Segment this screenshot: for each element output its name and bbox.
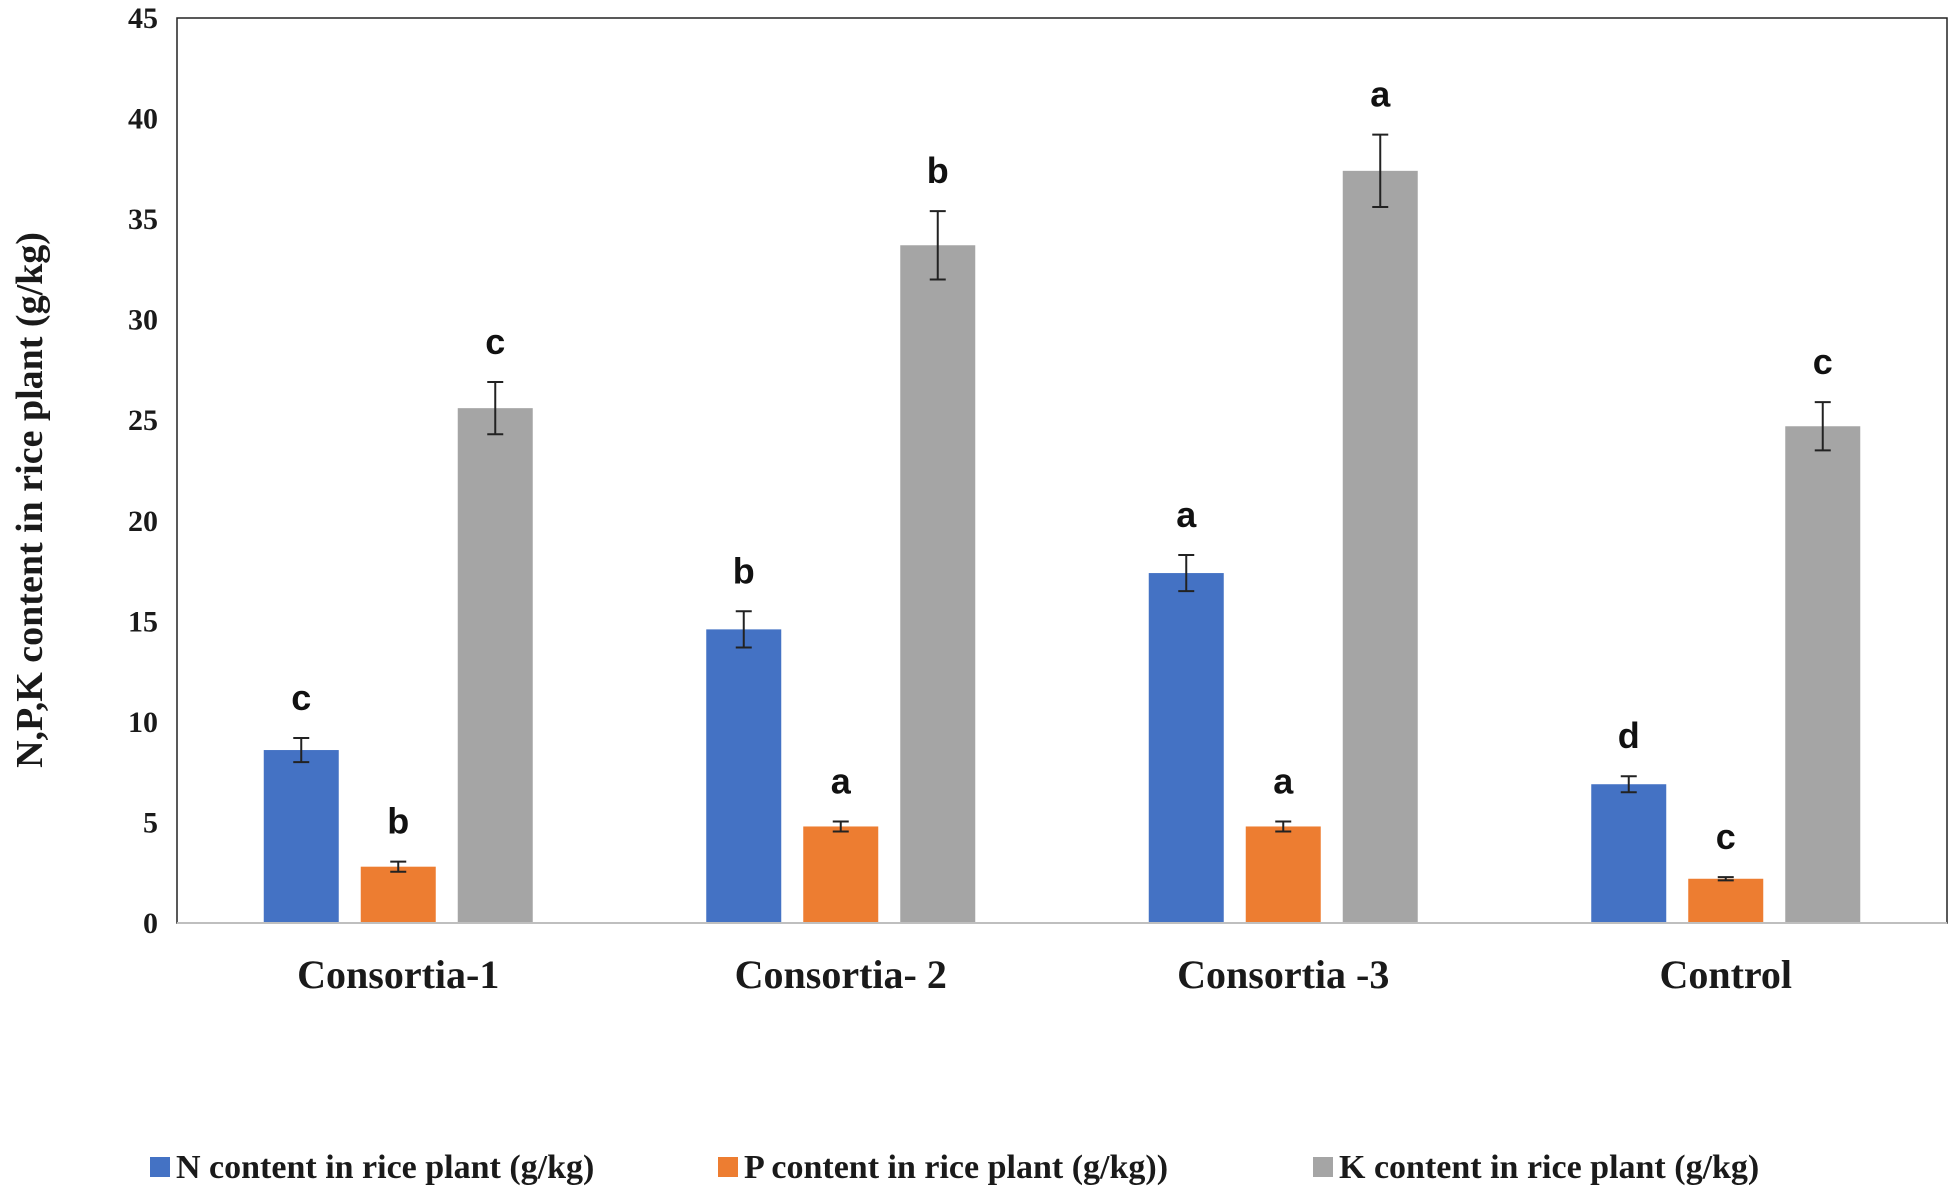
error-bar-s0-c1 [735, 610, 752, 649]
significance-letter: b [733, 550, 755, 591]
significance-letter: b [387, 801, 409, 842]
bar-series [263, 170, 1861, 924]
y-tick-label: 40 [128, 103, 158, 136]
significance-letter: c [1813, 341, 1833, 382]
y-tick-label: 10 [128, 706, 158, 739]
legend-item: K content in rice plant (g/kg) [1313, 1149, 1759, 1186]
significance-letter: d [1618, 715, 1640, 756]
bar-s2-c1 [900, 245, 976, 923]
significance-letter: b [927, 150, 949, 191]
error-bar-s1-c0 [390, 860, 407, 873]
error-bars [293, 133, 1831, 882]
significance-letter: c [1716, 816, 1736, 857]
bar-s1-c3 [1688, 878, 1764, 923]
bar-s1-c0 [360, 866, 436, 923]
legend-item: N content in rice plant (g/kg) [150, 1149, 594, 1186]
significance-letter: c [485, 321, 505, 362]
x-category-label: Consortia-1 [297, 952, 499, 997]
y-tick-label: 45 [128, 2, 158, 35]
error-bar-s0-c2 [1178, 553, 1195, 593]
error-bar-s2-c0 [487, 381, 504, 436]
y-tick-label: 5 [143, 806, 158, 839]
significance-letter: a [831, 760, 852, 801]
error-bar-s0-c3 [1620, 775, 1637, 794]
significance-letter: c [291, 677, 311, 718]
error-bar-s2-c3 [1814, 401, 1831, 452]
legend-swatch [718, 1157, 738, 1177]
significance-letter: a [1273, 760, 1294, 801]
x-category-label: Control [1659, 952, 1792, 997]
bar-s0-c2 [1148, 573, 1224, 923]
significance-letters: c b c b a b a a a d c c [291, 74, 1833, 858]
y-tick-label: 30 [128, 304, 158, 337]
plot-area-frame [176, 17, 1948, 924]
bar-s0-c0 [263, 750, 339, 923]
bar-s0-c3 [1591, 784, 1667, 923]
legend-label: N content in rice plant (g/kg) [176, 1149, 594, 1186]
bar-s2-c2 [1342, 170, 1418, 923]
bar-s0-c1 [706, 629, 782, 923]
y-tick-label: 35 [128, 203, 158, 236]
error-bar-s1-c2 [1275, 820, 1292, 833]
x-category-label: Consortia -3 [1177, 952, 1389, 997]
y-axis: 0 5 10 15 20 25 30 35 40 45 [128, 2, 158, 940]
legend-swatch [150, 1157, 170, 1177]
error-bar-s2-c2 [1372, 133, 1389, 209]
bar-s2-c3 [1785, 426, 1861, 923]
error-bar-s1-c1 [832, 820, 849, 833]
bar-s1-c1 [803, 826, 879, 923]
legend-swatch [1313, 1157, 1333, 1177]
y-tick-label: 25 [128, 404, 158, 437]
significance-letter: a [1176, 494, 1197, 535]
error-bar-s1-c3 [1717, 876, 1734, 882]
error-bar-s0-c0 [293, 736, 310, 764]
legend-item: P content in rice plant (g/kg)) [718, 1149, 1168, 1186]
bar-s1-c2 [1245, 826, 1321, 923]
y-tick-label: 0 [143, 907, 158, 940]
y-tick-label: 20 [128, 505, 158, 538]
bar-s2-c0 [457, 408, 533, 924]
legend: N content in rice plant (g/kg) P content … [150, 1149, 1759, 1186]
x-category-label: Consortia- 2 [735, 952, 947, 997]
significance-letter: a [1370, 74, 1391, 115]
y-tick-label: 15 [128, 605, 158, 638]
y-axis-title: N,P,K content in rice plant (g/kg) [9, 232, 51, 768]
error-bar-s2-c1 [929, 210, 946, 281]
legend-label: P content in rice plant (g/kg)) [744, 1149, 1168, 1186]
legend-label: K content in rice plant (g/kg) [1339, 1149, 1759, 1186]
x-axis: Consortia-1 Consortia- 2 Consortia -3 Contr… [177, 922, 1947, 997]
